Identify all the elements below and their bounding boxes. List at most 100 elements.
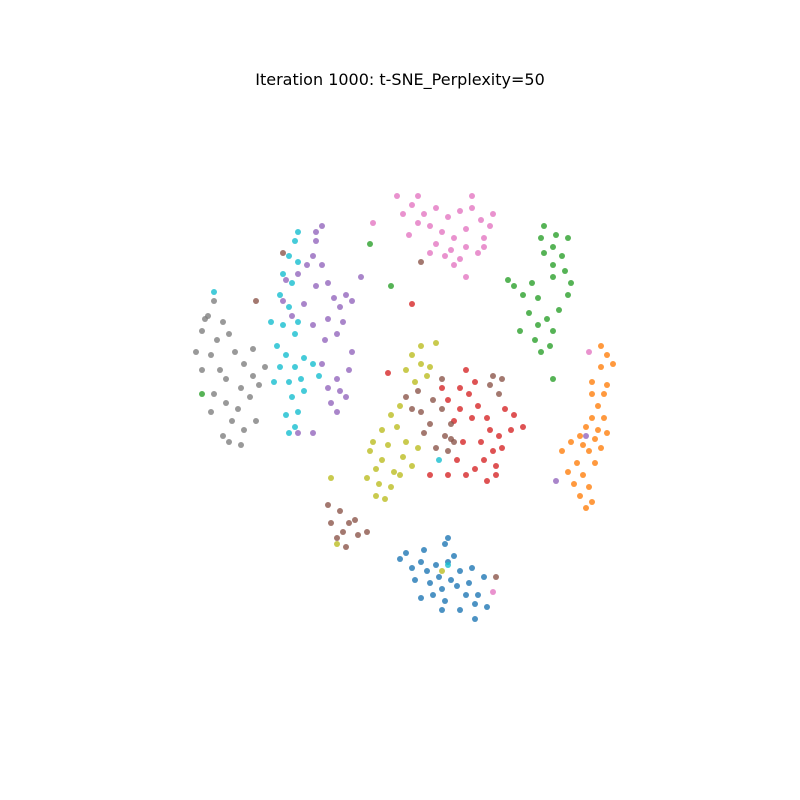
data-point: [313, 229, 319, 235]
data-point: [334, 541, 340, 547]
data-point: [550, 244, 556, 250]
data-point: [217, 367, 223, 373]
data-point: [469, 205, 475, 211]
data-point: [400, 211, 406, 217]
data-point: [328, 475, 334, 481]
data-point: [574, 460, 580, 466]
data-point: [550, 328, 556, 334]
data-point: [589, 499, 595, 505]
data-point: [247, 394, 253, 400]
data-point: [532, 337, 538, 343]
data-point: [286, 430, 292, 436]
data-point: [211, 391, 217, 397]
data-point: [334, 376, 340, 382]
data-point: [463, 472, 469, 478]
data-point: [451, 235, 457, 241]
data-point: [295, 409, 301, 415]
data-point: [538, 235, 544, 241]
data-point: [475, 250, 481, 256]
data-point: [295, 259, 301, 265]
data-point: [484, 415, 490, 421]
data-point: [568, 280, 574, 286]
data-point: [313, 238, 319, 244]
data-point: [520, 424, 526, 430]
data-point: [484, 478, 490, 484]
data-point: [202, 316, 208, 322]
data-point: [598, 364, 604, 370]
data-point: [382, 496, 388, 502]
data-point: [283, 277, 289, 283]
data-point: [400, 454, 406, 460]
data-point: [262, 364, 268, 370]
series-9: [211, 229, 451, 568]
data-point: [427, 472, 433, 478]
data-point: [490, 373, 496, 379]
data-point: [346, 367, 352, 373]
data-point: [418, 343, 424, 349]
data-point: [412, 577, 418, 583]
data-point: [313, 283, 319, 289]
data-point: [592, 460, 598, 466]
data-point: [337, 508, 343, 514]
data-point: [583, 433, 589, 439]
data-point: [490, 448, 496, 454]
data-point: [277, 292, 283, 298]
data-point: [466, 580, 472, 586]
data-point: [433, 205, 439, 211]
data-point: [325, 280, 331, 286]
data-point: [445, 214, 451, 220]
data-point: [409, 352, 415, 358]
data-point: [463, 274, 469, 280]
data-point: [340, 319, 346, 325]
data-point: [418, 595, 424, 601]
data-point: [583, 424, 589, 430]
data-point: [208, 352, 214, 358]
data-point: [472, 616, 478, 622]
data-point: [268, 319, 274, 325]
data-point: [475, 592, 481, 598]
data-point: [358, 274, 364, 280]
data-point: [553, 478, 559, 484]
data-point: [439, 229, 445, 235]
data-point: [364, 529, 370, 535]
data-point: [559, 253, 565, 259]
data-point: [409, 463, 415, 469]
data-point: [394, 193, 400, 199]
data-point: [334, 535, 340, 541]
data-point: [430, 397, 436, 403]
data-point: [565, 292, 571, 298]
data-point: [271, 379, 277, 385]
data-point: [451, 553, 457, 559]
data-point: [241, 361, 247, 367]
data-point: [379, 457, 385, 463]
series-0: [397, 535, 490, 622]
data-point: [520, 292, 526, 298]
data-point: [457, 208, 463, 214]
series-1: [559, 343, 616, 511]
data-point: [598, 445, 604, 451]
data-point: [403, 367, 409, 373]
data-point: [310, 430, 316, 436]
data-point: [193, 349, 199, 355]
data-point: [274, 343, 280, 349]
data-point: [553, 232, 559, 238]
data-point: [334, 331, 340, 337]
data-point: [469, 193, 475, 199]
series-4: [280, 223, 589, 484]
data-point: [280, 271, 286, 277]
data-point: [346, 520, 352, 526]
data-point: [253, 298, 259, 304]
data-point: [580, 442, 586, 448]
data-point: [601, 391, 607, 397]
data-point: [439, 385, 445, 391]
data-point: [568, 439, 574, 445]
data-point: [388, 484, 394, 490]
data-point: [448, 577, 454, 583]
data-point: [295, 271, 301, 277]
data-point: [418, 259, 424, 265]
data-point: [496, 391, 502, 397]
data-point: [406, 232, 412, 238]
data-point: [277, 364, 283, 370]
data-point: [517, 328, 523, 334]
data-point: [463, 367, 469, 373]
